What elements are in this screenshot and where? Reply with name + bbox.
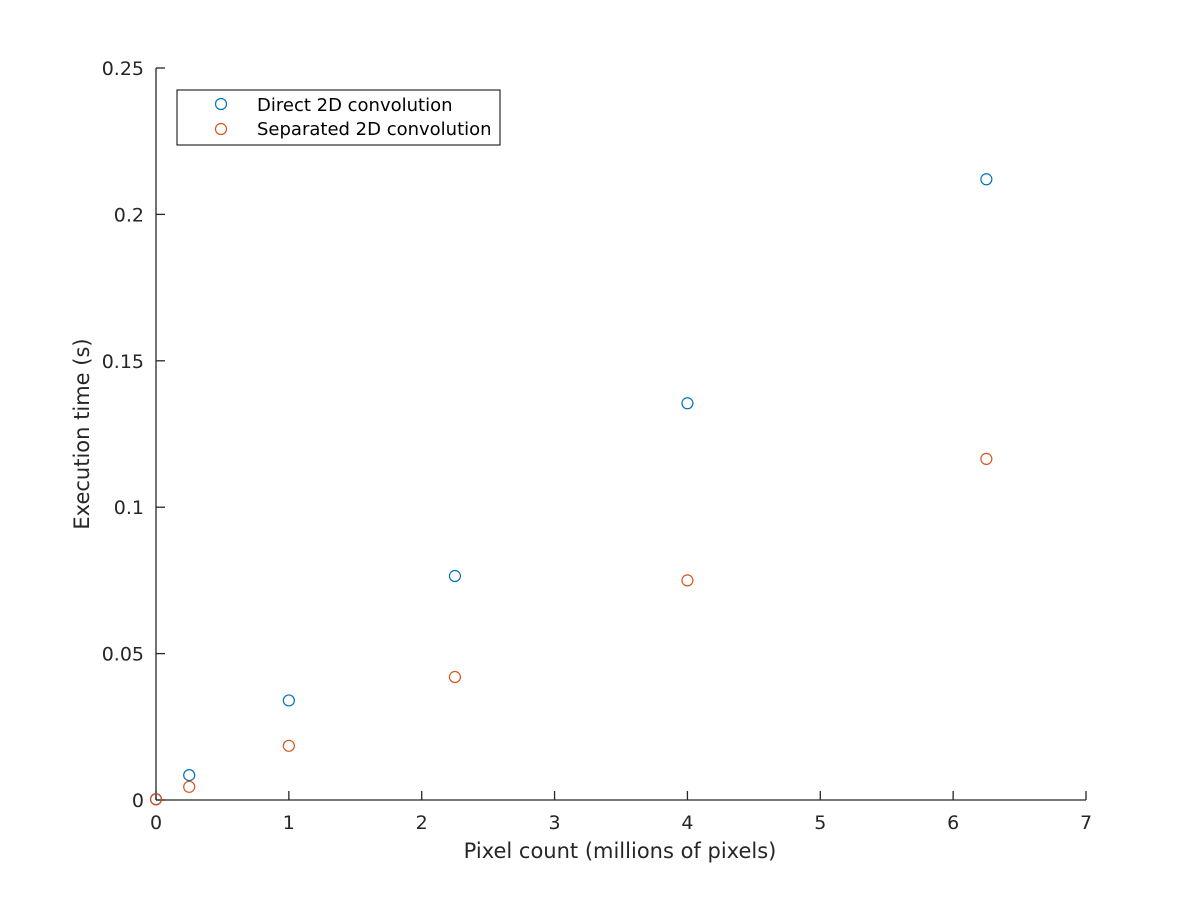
x-tick-label: 1 <box>283 812 295 834</box>
x-tick-label: 0 <box>150 812 162 834</box>
y-axis-ticks: 0 0.05 0.1 0.15 0.2 0.25 <box>102 58 165 812</box>
data-point-direct <box>183 769 196 782</box>
data-point-separated <box>282 739 295 752</box>
data-point-separated <box>681 574 694 587</box>
y-tick-label: 0.1 <box>114 497 144 519</box>
data-point-separated <box>980 452 993 465</box>
y-tick-label: 0 <box>132 790 144 812</box>
x-tick-label: 6 <box>947 812 959 834</box>
x-tick-label: 7 <box>1080 812 1092 834</box>
legend-box <box>176 89 501 146</box>
data-point-direct <box>980 173 993 186</box>
x-tick-label: 2 <box>416 812 428 834</box>
x-axis-ticks: 0 1 2 3 4 5 6 7 <box>150 791 1092 834</box>
y-tick-label: 0.2 <box>114 204 144 226</box>
y-tick-label: 0.05 <box>102 644 144 666</box>
data-point-separated <box>149 793 163 806</box>
legend-label-direct: Direct 2D convolution <box>257 95 453 116</box>
data-points <box>149 173 993 806</box>
legend: Direct 2D convolution Separated 2D convo… <box>176 89 501 146</box>
x-tick-label: 3 <box>549 812 561 834</box>
axes <box>155 68 1086 801</box>
legend-marker-direct <box>214 97 228 111</box>
data-point-direct <box>282 694 295 707</box>
x-tick-label: 4 <box>681 812 693 834</box>
data-point-direct <box>681 397 694 410</box>
y-tick-label: 0.15 <box>102 351 144 373</box>
y-tick-label: 0.25 <box>102 58 144 80</box>
legend-marker-separated <box>214 122 228 136</box>
y-axis-label: Execution time (s) <box>70 338 94 529</box>
data-point-separated <box>183 780 196 793</box>
data-point-direct <box>448 569 462 583</box>
data-point-separated <box>448 670 462 684</box>
x-tick-label: 5 <box>814 812 826 834</box>
legend-label-separated: Separated 2D convolution <box>257 119 492 140</box>
x-axis-label: Pixel count (millions of pixels) <box>464 839 777 863</box>
